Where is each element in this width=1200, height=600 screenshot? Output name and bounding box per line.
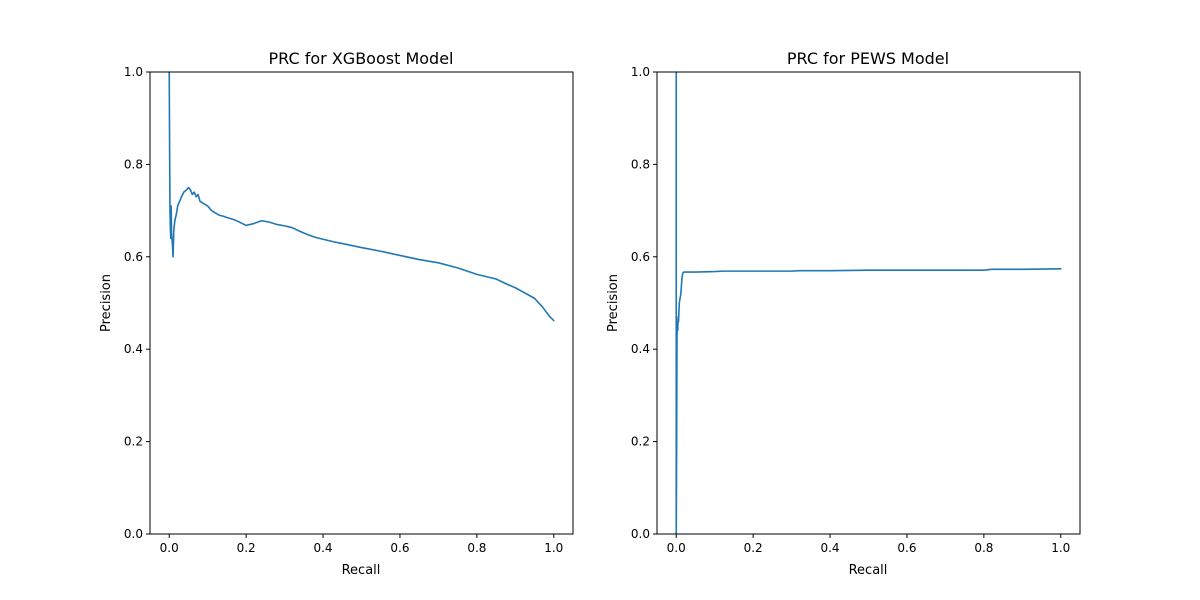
xgboost-y-tick-label: 0.2 xyxy=(124,435,143,449)
pews-x-tick-label: 1.0 xyxy=(1051,541,1070,555)
xgboost-prc-line xyxy=(168,71,555,322)
pews-plot-frame xyxy=(656,71,1081,535)
xgboost-y-axis-label: Precision xyxy=(99,274,114,332)
xgboost-y-axis: 0.0 0.2 0.4 0.6 0.8 1.0 xyxy=(124,65,150,541)
pews-y-tick-label: 0.8 xyxy=(631,157,650,171)
pews-x-tick-label: 0.4 xyxy=(820,541,839,555)
xgboost-y-tick-label: 1.0 xyxy=(124,65,143,79)
xgboost-y-tick-label: 0.6 xyxy=(124,250,143,264)
pews-x-tick-label: 0.6 xyxy=(897,541,916,555)
xgboost-x-tick-label: 0.2 xyxy=(237,541,256,555)
xgboost-chart-panel: PRC for XGBoost Model 0.0 0.2 0.4 0.6 0.8 1.0… xyxy=(99,49,574,578)
xgboost-chart-title: PRC for XGBoost Model xyxy=(269,49,454,68)
pews-chart-panel: PRC for PEWS Model 0.0 0.2 0.4 0.6 0.8 1.0 0.… xyxy=(606,49,1081,578)
xgboost-x-tick-label: 0.6 xyxy=(390,541,409,555)
xgboost-plot-frame xyxy=(149,71,574,535)
pews-prc-line xyxy=(675,71,1062,535)
pews-x-tick-label: 0.8 xyxy=(974,541,993,555)
pews-x-axis: 0.0 0.2 0.4 0.6 0.8 1.0 xyxy=(667,534,1070,555)
pews-x-tick-label: 0.2 xyxy=(744,541,763,555)
xgboost-x-tick-label: 0.4 xyxy=(313,541,332,555)
pews-y-axis-label: Precision xyxy=(606,274,621,332)
pews-y-tick-label: 1.0 xyxy=(631,65,650,79)
pews-y-tick-label: 0.2 xyxy=(631,435,650,449)
xgboost-x-tick-label: 1.0 xyxy=(544,541,563,555)
pews-y-tick-label: 0.4 xyxy=(631,342,650,356)
xgboost-x-tick-label: 0.0 xyxy=(160,541,179,555)
xgboost-x-tick-label: 0.8 xyxy=(467,541,486,555)
xgboost-y-tick-label: 0.4 xyxy=(124,342,143,356)
pews-x-tick-label: 0.0 xyxy=(667,541,686,555)
pews-y-tick-label: 0.0 xyxy=(631,527,650,541)
xgboost-x-axis-label: Recall xyxy=(342,563,381,578)
pews-y-tick-label: 0.6 xyxy=(631,250,650,264)
pews-y-axis: 0.0 0.2 0.4 0.6 0.8 1.0 xyxy=(631,65,657,541)
pews-x-axis-label: Recall xyxy=(849,563,888,578)
xgboost-x-axis: 0.0 0.2 0.4 0.6 0.8 1.0 xyxy=(160,534,563,555)
pews-chart-title: PRC for PEWS Model xyxy=(787,49,949,68)
xgboost-y-tick-label: 0.8 xyxy=(124,157,143,171)
xgboost-y-tick-label: 0.0 xyxy=(124,527,143,541)
